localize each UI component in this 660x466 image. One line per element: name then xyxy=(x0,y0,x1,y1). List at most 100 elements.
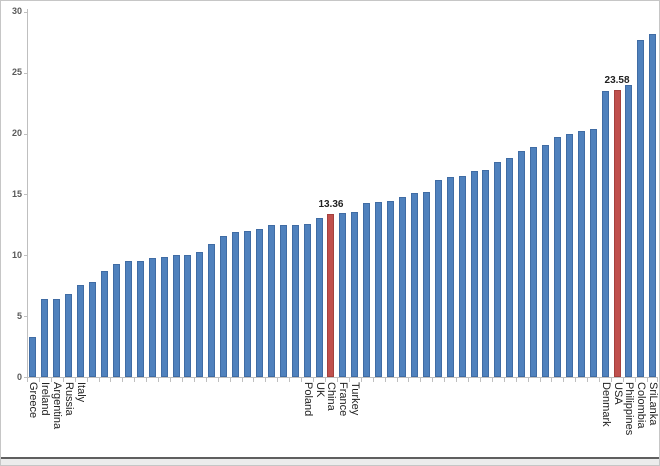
x-axis-tick-mark xyxy=(241,378,243,382)
y-axis-tick-mark xyxy=(24,72,28,74)
x-axis-tick-mark xyxy=(563,378,565,382)
bar-12 xyxy=(172,255,180,377)
bar-19 xyxy=(255,228,263,377)
x-axis-tick-mark xyxy=(336,378,338,382)
category-label-France: France xyxy=(337,382,350,417)
x-axis-tick-mark xyxy=(539,378,541,382)
bar-36 xyxy=(458,176,466,377)
x-axis-tick-mark xyxy=(146,378,148,382)
bar-value-label: 23.58 xyxy=(604,75,630,87)
x-axis-tick-mark xyxy=(444,378,446,382)
bar-5 xyxy=(89,282,97,377)
category-label-UK: UK xyxy=(313,382,326,398)
bar-11 xyxy=(160,256,168,377)
x-axis-tick-mark xyxy=(491,378,493,382)
bar-16 xyxy=(220,235,228,377)
x-axis-tick-mark xyxy=(599,378,601,382)
x-axis-line xyxy=(27,377,658,378)
category-label-Colombia: Colombia xyxy=(635,382,648,429)
category-label-Denmark: Denmark xyxy=(599,382,612,427)
bar-8 xyxy=(124,261,132,377)
x-axis-tick-mark xyxy=(611,378,613,382)
x-axis-tick-mark xyxy=(38,378,40,382)
x-axis-tick-mark xyxy=(432,378,434,382)
bar-UK xyxy=(315,217,323,377)
bar-13 xyxy=(184,255,192,377)
bar-15 xyxy=(208,244,216,377)
category-label-Ireland: Ireland xyxy=(39,382,52,416)
bar-32 xyxy=(410,193,418,377)
x-axis-tick-mark xyxy=(265,378,267,382)
bar-Russia xyxy=(65,294,73,377)
bar-31 xyxy=(398,196,406,377)
bar-6 xyxy=(100,271,108,377)
bar-30 xyxy=(387,200,395,377)
x-axis-tick-mark xyxy=(170,378,172,382)
x-axis-tick-mark xyxy=(27,378,28,382)
x-axis-tick-mark xyxy=(456,378,458,382)
y-axis-tick-label: 10 xyxy=(11,249,22,260)
bar-22 xyxy=(291,224,299,377)
bar-France xyxy=(339,212,347,377)
bar-Argentina xyxy=(53,299,61,377)
category-label-Turkey: Turkey xyxy=(349,382,362,416)
bar-21 xyxy=(279,224,287,377)
bar-20 xyxy=(267,224,275,377)
x-axis-tick-mark xyxy=(158,378,160,382)
x-axis-tick-mark xyxy=(396,378,398,382)
bar-44 xyxy=(553,137,561,377)
x-axis-tick-mark xyxy=(74,378,76,382)
x-axis-tick-mark xyxy=(277,378,279,382)
x-axis-tick-mark xyxy=(193,378,195,382)
window-bottom-edge xyxy=(1,457,659,459)
bar-Philippines xyxy=(625,84,633,377)
bar-Italy xyxy=(77,284,85,377)
category-label-Russia: Russia xyxy=(63,382,76,416)
bar-Colombia xyxy=(637,39,645,377)
x-axis-tick-mark xyxy=(587,378,589,382)
x-axis-tick-mark xyxy=(122,378,124,382)
category-label-SriLanka: SriLanka xyxy=(647,382,660,426)
y-axis-tick-mark xyxy=(24,11,28,13)
y-axis-tick-mark xyxy=(24,255,28,257)
x-axis-tick-mark xyxy=(134,378,136,382)
y-axis-tick-mark xyxy=(24,316,28,318)
y-axis-tick-label: 25 xyxy=(11,67,22,78)
bar-9 xyxy=(136,261,144,377)
bar-14 xyxy=(196,251,204,377)
bar-47 xyxy=(589,128,597,377)
highlighted-bar-China xyxy=(327,214,335,377)
y-axis-tick-label: 0 xyxy=(16,371,22,382)
y-axis-tick-label: 30 xyxy=(11,6,22,17)
y-axis-tick-mark xyxy=(24,194,28,196)
x-axis-tick-mark xyxy=(479,378,481,382)
bar-Greece xyxy=(29,336,37,377)
x-axis-tick-mark xyxy=(360,378,362,382)
y-axis-tick-mark xyxy=(24,377,28,378)
x-axis-tick-mark xyxy=(384,378,386,382)
x-axis-tick-mark xyxy=(348,378,350,382)
x-axis-tick-mark xyxy=(646,378,648,382)
x-axis-tick-mark xyxy=(657,378,658,382)
category-label-Italy: Italy xyxy=(75,382,88,403)
bar-Turkey xyxy=(351,211,359,377)
bar-17 xyxy=(232,232,240,377)
bar-35 xyxy=(446,177,454,377)
bar-SriLanka xyxy=(649,33,657,377)
x-axis-tick-mark xyxy=(551,378,553,382)
x-axis-tick-mark xyxy=(253,378,255,382)
x-axis-tick-mark xyxy=(289,378,291,382)
x-axis-tick-mark xyxy=(110,378,112,382)
window-bottom-strip xyxy=(1,459,659,465)
x-axis-tick-mark xyxy=(50,378,52,382)
x-axis-tick-mark xyxy=(503,378,505,382)
bar-40 xyxy=(506,157,514,377)
category-label-USA: USA xyxy=(611,382,624,405)
bar-Poland xyxy=(303,223,311,377)
bar-43 xyxy=(542,144,550,377)
bar-41 xyxy=(518,150,526,377)
x-axis-tick-mark xyxy=(217,378,219,382)
bar-7 xyxy=(112,263,120,377)
y-axis-line xyxy=(27,9,28,378)
